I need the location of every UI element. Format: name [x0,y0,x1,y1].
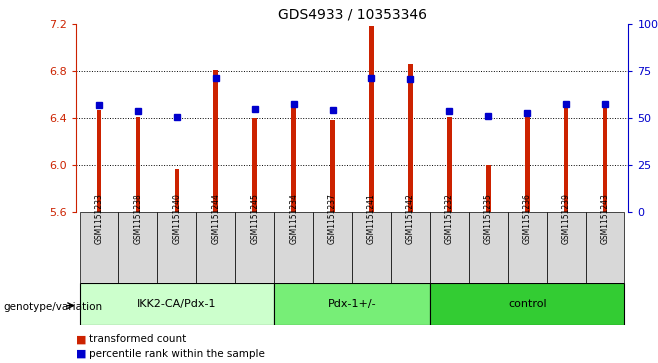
Bar [408,64,413,212]
Bar [430,283,624,325]
Text: GSM1151244: GSM1151244 [211,193,220,244]
Bar [213,70,218,212]
Title: GDS4933 / 10353346: GDS4933 / 10353346 [278,7,426,21]
Bar [564,106,569,212]
Bar [486,165,491,212]
Bar [352,212,391,283]
Text: GSM1151239: GSM1151239 [562,193,570,244]
Text: GSM1151235: GSM1151235 [484,193,493,244]
Text: ■: ■ [76,349,86,359]
Bar [157,212,196,283]
Bar [525,117,530,212]
Bar [80,212,118,283]
Bar [136,117,140,212]
Bar [447,117,451,212]
Bar [274,283,430,325]
Bar [603,106,607,212]
Bar [508,212,547,283]
Text: Pdx-1+/-: Pdx-1+/- [328,299,376,309]
Bar [253,118,257,212]
Text: IKK2-CA/Pdx-1: IKK2-CA/Pdx-1 [137,299,216,309]
Text: GSM1151233: GSM1151233 [95,193,103,244]
Bar [97,110,101,212]
Text: transformed count: transformed count [89,334,186,344]
Text: GSM1151234: GSM1151234 [289,193,298,244]
Text: percentile rank within the sample: percentile rank within the sample [89,349,265,359]
Bar [313,212,352,283]
Text: GSM1151241: GSM1151241 [367,193,376,244]
Text: GSM1151245: GSM1151245 [250,193,259,244]
Bar [330,120,335,212]
Text: GSM1151232: GSM1151232 [445,193,454,244]
Bar [174,169,179,212]
Bar [196,212,236,283]
Text: ■: ■ [76,334,86,344]
Text: GSM1151240: GSM1151240 [172,193,182,244]
Text: GSM1151238: GSM1151238 [134,193,142,244]
Bar [236,212,274,283]
Text: GSM1151236: GSM1151236 [522,193,532,244]
Text: control: control [508,299,547,309]
Text: GSM1151242: GSM1151242 [406,193,415,244]
Bar [468,212,508,283]
Text: GSM1151237: GSM1151237 [328,193,337,244]
Bar [391,212,430,283]
Bar [586,212,624,283]
Bar [80,283,274,325]
Bar [118,212,157,283]
Text: genotype/variation: genotype/variation [3,302,103,312]
Text: GSM1151243: GSM1151243 [601,193,609,244]
Bar [274,212,313,283]
Bar [547,212,586,283]
Bar [430,212,468,283]
Bar [291,106,296,212]
Bar [369,26,374,212]
